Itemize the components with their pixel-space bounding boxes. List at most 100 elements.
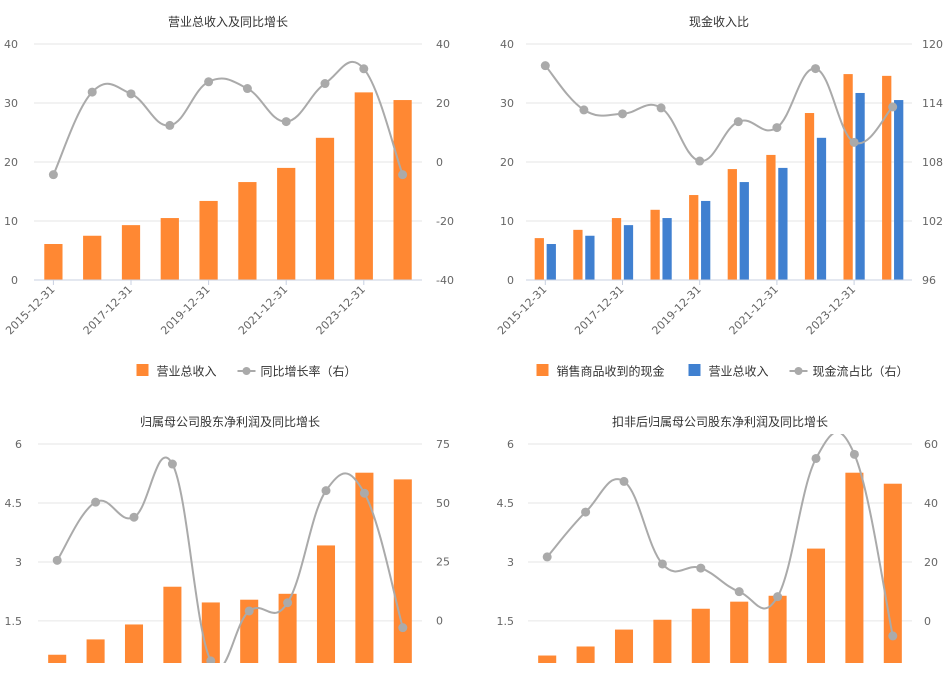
- series-line: [546, 434, 894, 637]
- chart-title: 现金收入比: [689, 14, 749, 29]
- bar: [44, 244, 63, 280]
- bar: [653, 619, 672, 663]
- x-tick-label: 2015-12-31: [495, 283, 549, 337]
- y-tick-left: 1.5: [5, 615, 23, 628]
- bar: [160, 218, 179, 280]
- chart-cash-revenue-ratio: 现金收入比 0 10 20 30 40 96 102 108 114 120 2015-12-31 20…: [476, 0, 951, 400]
- y-tick-left: 3: [15, 556, 22, 569]
- y-tick-left: 4.5: [5, 497, 23, 510]
- line-point: [849, 449, 859, 459]
- plot-area: [44, 61, 412, 280]
- line-point: [359, 64, 369, 74]
- bar: [316, 545, 336, 663]
- y-tick-left: 30: [4, 97, 18, 110]
- bar: [163, 586, 182, 663]
- bar: [201, 602, 220, 663]
- legend-swatch: [536, 364, 549, 376]
- bar: [538, 655, 557, 663]
- plot-area: [48, 456, 412, 663]
- line-point: [244, 606, 254, 616]
- line-point: [540, 61, 550, 71]
- line-point: [734, 587, 744, 597]
- chart-title: 归属母公司股东净利润及同比增长: [140, 415, 320, 429]
- legend-label: 销售商品收到的现金: [557, 364, 665, 379]
- y-tick-left: 30: [500, 97, 514, 110]
- y-tick-left: 10: [4, 215, 18, 228]
- line-point: [398, 623, 408, 633]
- series-line: [52, 61, 404, 176]
- plot-area: [534, 61, 904, 280]
- line-point: [242, 84, 252, 94]
- x-tick-label: 2017-12-31: [81, 283, 135, 337]
- line-point: [321, 486, 331, 496]
- bar: [730, 601, 749, 663]
- line-point: [542, 552, 552, 562]
- line-point: [888, 102, 898, 112]
- chart-revenue-growth-svg: 营业总收入及同比增长 0 10 20 30 40 -40 -20 0 20 40 2015-12-31…: [3, 15, 454, 379]
- bar: [48, 654, 67, 663]
- legend-label: 同比增长率（右）: [261, 364, 357, 379]
- y-tick-left: 20: [4, 156, 18, 169]
- line-point: [204, 77, 214, 87]
- bar: [573, 229, 583, 280]
- y-tick-left: 40: [4, 38, 18, 51]
- bar: [199, 200, 218, 280]
- line-point: [696, 563, 706, 573]
- y-tick-left: 40: [500, 38, 514, 51]
- bar: [727, 169, 737, 280]
- y-tick-left: 1.5: [497, 615, 515, 628]
- series-line: [544, 64, 894, 163]
- line-point: [657, 559, 667, 569]
- bar: [124, 624, 144, 663]
- chart-title: 扣非后归属母公司股东净利润及同比增长: [612, 415, 828, 429]
- bar: [766, 154, 776, 280]
- line-point: [206, 656, 216, 663]
- bar: [315, 137, 335, 280]
- legend-label: 营业总收入: [709, 365, 769, 379]
- y-tick-right: 108: [922, 156, 943, 169]
- y-tick-right: 114: [922, 97, 943, 110]
- bar: [354, 92, 373, 280]
- line-point: [619, 476, 629, 486]
- line-point: [91, 497, 101, 507]
- legend-label: 营业总收入: [157, 365, 217, 379]
- x-tick-label: 2021-12-31: [236, 283, 290, 337]
- line-point: [656, 103, 666, 113]
- bar: [393, 479, 412, 663]
- y-tick-right: -20: [436, 215, 454, 228]
- chart-deducted-net-profit-growth: 扣非后归属母公司股东净利润及同比增长 1.5 3 4.5 6 0 20 40 60: [476, 400, 951, 687]
- bar: [883, 483, 902, 663]
- y-tick-left: 0: [11, 274, 18, 287]
- bar: [576, 646, 595, 663]
- line-point: [281, 117, 291, 127]
- y-tick-left: 3: [507, 556, 514, 569]
- plot-area: [538, 434, 902, 663]
- line-point: [167, 459, 177, 469]
- line-point: [618, 109, 627, 119]
- line-point: [811, 453, 821, 463]
- bar: [816, 137, 827, 280]
- y-tick-right: -40: [436, 274, 454, 287]
- legend: 营业总收入 同比增长率（右）: [136, 364, 357, 379]
- bar: [650, 209, 660, 280]
- line-point: [888, 631, 898, 641]
- bar: [691, 608, 710, 663]
- bar: [845, 472, 864, 663]
- x-tick-label: 2023-12-31: [314, 283, 368, 337]
- bar: [689, 195, 699, 280]
- chart-net-profit-growth: 归属母公司股东净利润及同比增长 1.5 3 4.5 6 0 25 50 75: [0, 400, 475, 687]
- series-line: [56, 456, 404, 663]
- y-tick-left: 4.5: [497, 497, 515, 510]
- bar: [778, 167, 788, 280]
- legend-swatch: [688, 364, 701, 376]
- line-point: [581, 507, 591, 517]
- legend-point-icon: [794, 367, 803, 375]
- chart-revenue-growth: 营业总收入及同比增长 0 10 20 30 40 -40 -20 0 20 40 2015-12-31…: [0, 0, 475, 400]
- y-tick-right: 20: [924, 556, 938, 569]
- y-tick-right: 40: [924, 497, 938, 510]
- y-tick-right: 75: [436, 438, 450, 451]
- y-tick-right: 0: [436, 156, 443, 169]
- x-tick-label: 2023-12-31: [804, 283, 858, 337]
- line-point: [87, 87, 97, 97]
